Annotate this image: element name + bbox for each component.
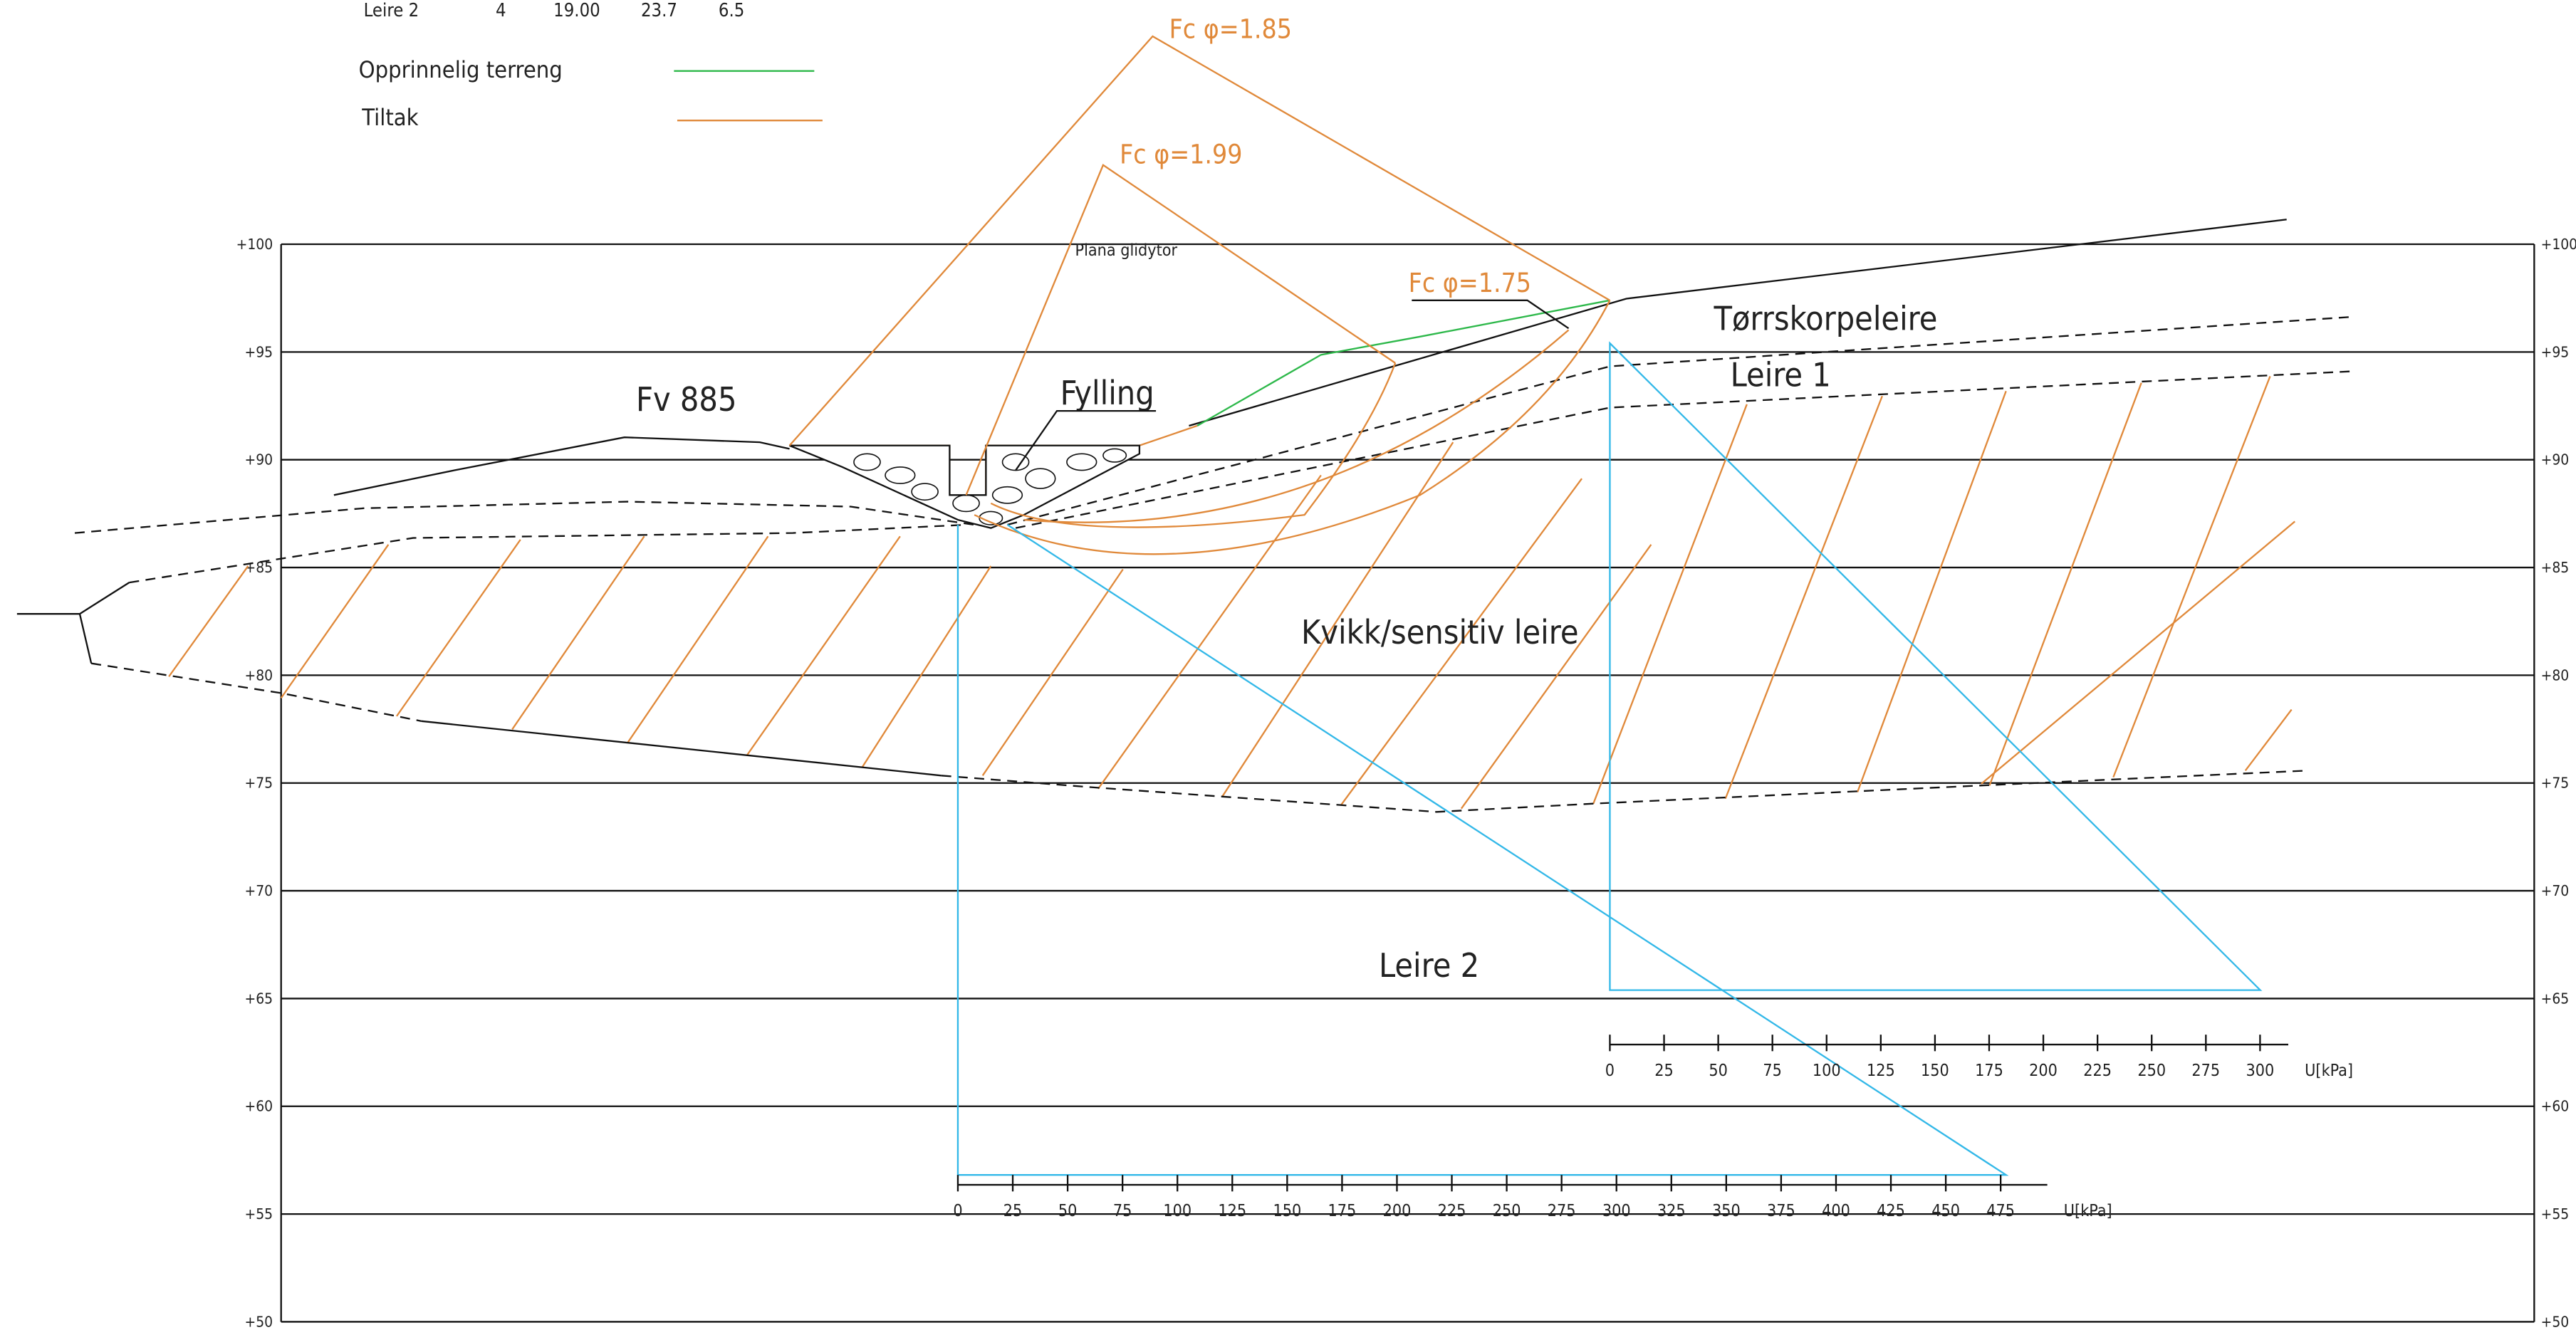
hatch [168,376,2296,810]
table-cell: 6.5 [719,0,744,21]
annotations: Fc φ=1.85 Fc φ=1.99 Fc φ=1.75 Plana glid… [636,14,1937,985]
axis-unit: U[kPa] [2305,1061,2353,1080]
table-cell: 4 [496,0,506,21]
tick-label: 100 [1163,1201,1191,1220]
table-cell: 19.00 [553,0,600,21]
elevation-label: +60 [245,1098,273,1115]
elevation-label: +55 [245,1205,273,1223]
tick-label: 175 [1328,1201,1357,1220]
elevation-label: +60 [2541,1098,2570,1115]
layers [16,315,2353,813]
elevation-label: +50 [245,1313,273,1330]
elevation-grid: +100 +100 +95 +95 +90 +90 +85 +85 +80 +80 +75 +75 +7… [236,236,2576,1330]
pressure-axes: 0 25 50 75 100 125 150 175 200 225 250 275 300 U[kPa]… [953,1035,2353,1220]
tick-label: 275 [2191,1061,2220,1080]
tick-label: 275 [1548,1201,1576,1220]
annotation: Tørrskorpeleire [1713,300,1937,338]
tick-label: 200 [1383,1201,1412,1220]
tick-label: 25 [1654,1061,1674,1080]
elevation-label: +65 [245,990,273,1007]
elevation-label: +50 [2541,1313,2570,1330]
material-table: Leire 2 4 19.00 23.7 6.5 [364,0,745,21]
legend-label: Tiltak [361,104,418,131]
tick-label: 225 [1438,1201,1466,1220]
tick-label: 250 [1493,1201,1521,1220]
tick-label: 125 [1218,1201,1246,1220]
tick-label: 475 [1986,1201,2015,1220]
tick-label: 75 [1763,1061,1782,1080]
tick-label: 125 [1867,1061,1895,1080]
tick-label: 225 [2083,1061,2112,1080]
elevation-label: +80 [245,666,273,684]
tick-label: 75 [1113,1201,1132,1220]
elevation-label: +80 [2541,666,2570,684]
tick-label: 175 [1975,1061,2003,1080]
tick-label: 200 [2029,1061,2058,1080]
table-cell: Leire 2 [364,0,419,21]
tick-label: 0 [953,1201,962,1220]
axis-unit: U[kPa] [2064,1201,2112,1220]
tick-label: 450 [1931,1201,1960,1220]
tick-label: 100 [1813,1061,1841,1080]
pressure-diagrams [956,341,2263,1176]
annotation: Fc φ=1.85 [1169,14,1292,44]
tick-label: 425 [1877,1201,1905,1220]
elevation-label: +70 [2541,882,2570,899]
tick-label: 375 [1767,1201,1795,1220]
tick-label: 50 [1058,1201,1078,1220]
tick-label: 0 [1605,1061,1615,1080]
annotation: Fv 885 [636,380,736,419]
tick-label: 50 [1709,1061,1728,1080]
tick-label: 325 [1657,1201,1686,1220]
tick-label: 150 [1921,1061,1949,1080]
slip-surfaces [788,35,1611,555]
tick-label: 350 [1712,1201,1741,1220]
tick-label: 150 [1273,1201,1301,1220]
elevation-label: +100 [2541,236,2576,253]
tick-label: 250 [2137,1061,2166,1080]
elevation-label: +90 [2541,451,2570,468]
elevation-label: +100 [236,236,273,253]
terrain [333,219,2287,529]
elevation-label: +90 [245,451,273,468]
annotation: Leire 2 [1379,946,1479,985]
annotation: Leire 1 [1731,355,1831,394]
annotation: Fylling [1060,374,1154,412]
elevation-label: +70 [245,882,273,899]
annotation: Fc φ=1.99 [1120,139,1242,169]
annotation: Fc φ=1.75 [1409,268,1531,298]
annotation: Plana glidytor [1075,241,1178,260]
leader [1015,409,1157,471]
tick-label: 400 [1822,1201,1850,1220]
elevation-label: +85 [245,559,273,576]
elevation-label: +95 [2541,343,2570,360]
elevation-label: +65 [2541,990,2570,1007]
elevation-label: +85 [2541,559,2570,576]
elevation-label: +75 [2541,775,2570,792]
annotation: Kvikk/sensitiv leire [1301,613,1578,651]
elevation-label: +55 [2541,1205,2570,1223]
tick-label: 25 [1003,1201,1023,1220]
elevation-label: +95 [245,343,273,360]
legend: Opprinnelig terreng Tiltak [359,56,823,131]
elevation-label: +75 [245,775,273,792]
table-cell: 23.7 [641,0,677,21]
legend-label: Opprinnelig terreng [359,56,563,83]
tick-label: 300 [1602,1201,1631,1220]
tick-label: 300 [2246,1061,2274,1080]
